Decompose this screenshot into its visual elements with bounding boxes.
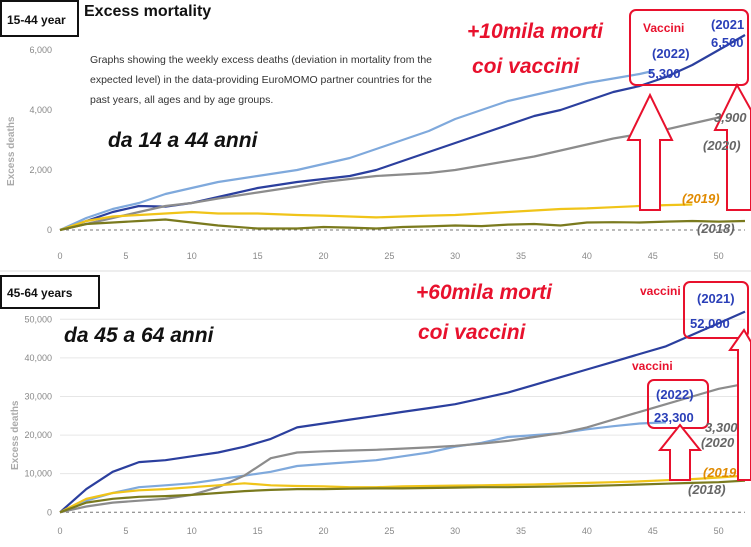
top-y-tick-label: 4,000 [29,105,52,115]
top-y-axis-title: Excess deaths [6,116,17,186]
bottom-label-2020-year: (2020 [701,435,735,450]
top-series-line-2019 [59,203,693,232]
top-callout-box [629,9,749,86]
top-arrow-left [626,92,674,211]
top-panel: 15-44 year Excess mortality Graphs showi… [0,0,746,261]
bottom-callout-2021-value: 52,000 [690,316,730,331]
bottom-arrow-left [657,423,703,481]
bottom-series-line-2018 [59,479,746,514]
bottom-y-tick-label: 0 [47,507,52,517]
bottom-label-2018: (2018) [688,482,726,497]
bottom-panel: 45-64 years da 45 a 64 anni Excess death… [0,270,751,536]
top-headline-2: coi vaccini [472,55,581,78]
bottom-headline-1: +60mila morti [416,281,553,304]
bottom-range-note: da 45 a 64 anni [64,324,215,347]
top-y-tick-label: 6,000 [29,45,52,55]
bottom-series-line-2021 [59,310,746,514]
top-callout-2022-year: (2022) [652,46,690,61]
top-x-tick-label: 25 [384,251,394,261]
bottom-label-2020-value: 3,300 [705,420,738,435]
bottom-y-tick-label: 50,000 [24,314,52,324]
bottom-x-tick-label: 30 [450,526,460,536]
bottom-y-tick-label: 30,000 [24,391,52,401]
top-label-2018: (2018) [697,221,735,236]
top-callout-2022-value: 5,300 [648,66,681,81]
bottom-plot-area: 0 10,000 20,000 30,000 40,000 50,000 0 5 10 15 20 2… [24,310,746,536]
bottom-y-tick-label: 20,000 [24,430,52,440]
bottom-x-tick-label: 35 [516,526,526,536]
top-x-tick-label: 30 [450,251,460,261]
top-series-line-2022 [59,69,654,232]
bottom-age-tag-box [0,275,100,309]
top-label-2019: (2019) [682,191,720,206]
bottom-y-axis-title: Excess deaths [10,400,21,470]
top-x-tick-label: 20 [318,251,328,261]
top-label-2020-year: (2020) [703,138,741,153]
bottom-headline-2: coi vaccini [418,321,527,344]
top-callout-vaccini: Vaccini [643,21,684,35]
bottom-x-tick-label: 5 [123,526,128,536]
top-plot-area: 0 2,000 4,000 6,000 0 5 10 15 20 25 30 35 40 45 50 [29,34,746,261]
top-series-line-2018 [59,218,746,232]
bottom-label-2019: (2019 [703,465,737,480]
top-description-line-1: Graphs showing the weekly excess deaths … [90,54,432,66]
bottom-x-tick-label: 45 [648,526,658,536]
top-x-tick-label: 5 [123,251,128,261]
bottom-callout-vaccini-mid: vaccini [632,359,673,373]
top-y-tick-label: 2,000 [29,165,52,175]
top-age-tag: 15-44 year [7,13,66,27]
top-callout-2021-value: 6,500 [711,35,744,50]
bottom-x-tick-label: 10 [187,526,197,536]
bottom-callout-vaccini-top: vaccini [640,284,681,298]
top-description-line-3: past years, all ages and by age groups. [90,94,273,106]
bottom-series-line-2020 [59,382,746,514]
bottom-age-tag: 45-64 years [7,286,73,300]
top-annotations: +10mila morti coi vaccini Vaccini (2022)… [467,9,751,236]
bottom-y-tick-label: 10,000 [24,469,52,479]
top-y-tick-label: 0 [47,225,52,235]
bottom-x-tick-label: 20 [318,526,328,536]
bottom-x-tick-label: 0 [57,526,62,536]
top-label-2020-value: 3,900 [714,110,747,125]
top-description-line-2: expected level) in the data-providing Eu… [90,74,432,86]
bottom-x-tick-label: 40 [582,526,592,536]
top-age-tag-box [0,0,79,37]
bottom-x-tick-label: 25 [384,526,394,536]
top-range-note: da 14 a 44 anni [108,129,259,152]
bottom-y-tick-label: 40,000 [24,353,52,363]
top-x-tick-label: 15 [253,251,263,261]
bottom-x-tick-label: 15 [253,526,263,536]
top-headline-1: +10mila morti [467,20,604,43]
top-x-tick-label: 50 [714,251,724,261]
bottom-callout-2022-year: (2022) [656,387,694,402]
bottom-x-tick-label: 50 [714,526,724,536]
top-x-tick-label: 45 [648,251,658,261]
bottom-callout-2021-box [683,281,749,339]
top-x-tick-label: 0 [57,251,62,261]
top-x-tick-label: 10 [187,251,197,261]
top-x-tick-label: 35 [516,251,526,261]
bottom-callout-2021-year: (2021) [697,291,735,306]
bottom-annotations: +60mila morti coi vaccini vaccini (2021)… [416,281,751,497]
bottom-callout-2022-value: 23,300 [654,410,694,425]
bottom-series-line-2019 [59,474,746,514]
top-callout-2021-year: (2021 [711,17,744,32]
bottom-arrow-right [728,328,751,481]
top-x-tick-label: 40 [582,251,592,261]
top-title: Excess mortality [84,3,211,20]
top-arrow-right [713,82,751,211]
